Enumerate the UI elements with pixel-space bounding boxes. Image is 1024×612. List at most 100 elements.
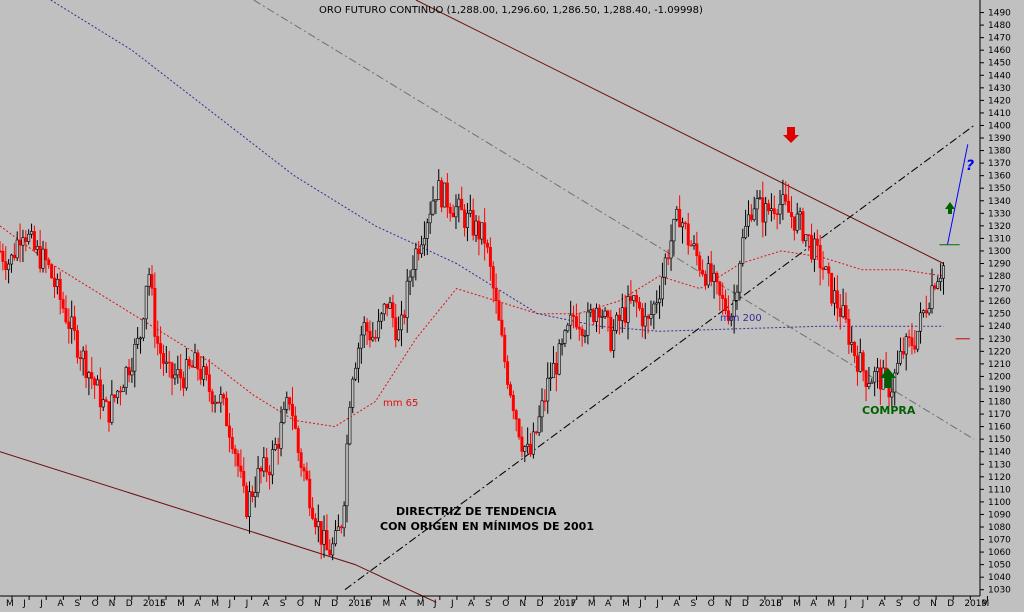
candle-body (121, 387, 125, 392)
y-tick-label: 1030 (988, 586, 1011, 596)
candle-body (397, 329, 401, 341)
candle-body (554, 362, 558, 375)
candle-body (881, 367, 885, 390)
candle-body (709, 263, 713, 282)
candle-body (606, 310, 610, 318)
candle-body (84, 350, 88, 379)
candle-body (465, 212, 469, 228)
candle-body (422, 238, 426, 246)
x-tick-label: M (588, 599, 596, 608)
candle-body (230, 437, 234, 450)
candle-body (161, 353, 165, 364)
x-tick-label: M (827, 599, 835, 608)
candle-body (930, 285, 934, 309)
candle-body (262, 457, 266, 472)
candle-body (563, 330, 567, 344)
candle-body (147, 274, 151, 287)
x-tick-label: M (177, 599, 185, 608)
candle-body (293, 415, 297, 429)
x-tick-label: J (655, 599, 659, 608)
candle-body (669, 240, 673, 259)
candle-body (118, 390, 122, 393)
candle-body (927, 308, 931, 314)
x-tick-label: A (605, 599, 612, 608)
y-tick-label: 1220 (988, 347, 1011, 357)
candle-body (534, 431, 538, 434)
candle-body (798, 211, 802, 215)
y-tick-label: 1090 (988, 510, 1011, 520)
candle-body (388, 302, 392, 309)
candle-body (936, 281, 940, 289)
x-tick-label: N (725, 599, 732, 608)
candle-body (9, 254, 13, 265)
candle-body (850, 341, 854, 345)
y-tick-label: 1290 (988, 259, 1011, 269)
candle-body (313, 518, 317, 528)
x-tick-label: F (776, 599, 781, 608)
candle-body (615, 314, 619, 331)
candle-body (910, 337, 914, 347)
candle-body (233, 448, 237, 455)
candle-body (640, 308, 644, 327)
chart-title: ORO FUTURO CONTINUO (1,288.00, 1,296.60,… (319, 5, 703, 16)
candle-body (90, 372, 94, 380)
candle-body (382, 303, 386, 315)
x-tick-label: A (468, 599, 475, 608)
candle-body (379, 313, 383, 322)
candle-body (268, 471, 272, 476)
candle-body (391, 302, 395, 319)
y-tick-label: 1320 (988, 222, 1011, 232)
y-tick-label: 1250 (988, 310, 1011, 320)
y-tick-label: 1440 (988, 71, 1011, 81)
x-tick-label: O (708, 599, 715, 608)
candle-body (580, 328, 584, 336)
candle-body (64, 308, 68, 323)
candle-body (586, 311, 590, 336)
y-tick-label: 1400 (988, 121, 1011, 131)
candle-body (721, 294, 725, 299)
candle-body (546, 377, 550, 402)
candle-body (898, 351, 902, 364)
candle-body (735, 291, 739, 301)
candle-body (451, 212, 455, 218)
y-tick-label: 1360 (988, 172, 1011, 182)
candle-body (893, 372, 897, 393)
candle-body (173, 374, 177, 379)
x-tick-label: N (519, 599, 526, 608)
candle-body (873, 371, 877, 383)
candle-body (442, 182, 446, 208)
x-tick-label: A (810, 599, 817, 608)
candle-body (322, 530, 326, 545)
x-tick-label: O (502, 599, 509, 608)
candle-body (32, 231, 36, 250)
x-tick-label: S (74, 599, 80, 608)
candle-body (81, 350, 85, 360)
candle-body (247, 491, 251, 518)
candle-body (417, 248, 421, 255)
candle-body (853, 341, 857, 357)
candle-body (715, 272, 719, 283)
candle-body (666, 257, 670, 260)
candle-body (156, 336, 160, 344)
candle-body (807, 234, 811, 236)
candle-body (440, 180, 444, 208)
x-tick-label: A (194, 599, 201, 608)
y-tick-label: 1270 (988, 285, 1011, 295)
x-tick-label: A (263, 599, 270, 608)
y-tick-label: 1080 (988, 523, 1011, 533)
candle-body (311, 507, 315, 519)
candle-body (537, 416, 541, 433)
candle-body (377, 320, 381, 339)
candle-body (339, 526, 343, 529)
x-tick-label: J (433, 599, 437, 608)
candle-body (752, 208, 756, 220)
candle-body (107, 401, 111, 423)
candle-body (336, 526, 340, 531)
y-tick-label: 1330 (988, 209, 1011, 219)
candle-body (901, 351, 905, 355)
candle-body (494, 287, 498, 301)
y-tick-label: 1150 (988, 435, 1011, 445)
x-tick-label: D (126, 599, 133, 608)
candle-body (612, 330, 616, 351)
